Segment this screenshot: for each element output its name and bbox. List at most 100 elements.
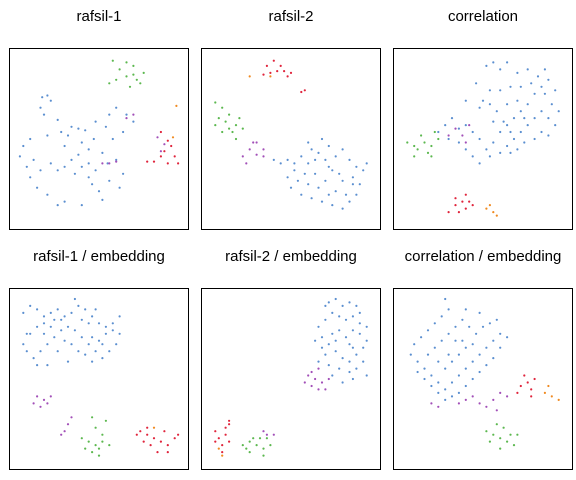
scatter-point-blue	[94, 308, 97, 311]
scatter-point-blue	[320, 200, 324, 203]
scatter-point-blue	[344, 318, 348, 321]
scatter-point-blue	[499, 130, 502, 134]
scatter-point-blue	[334, 155, 337, 158]
scatter-point-blue	[56, 204, 59, 207]
scatter-point-blue	[63, 200, 66, 203]
scatter-point-red	[526, 381, 529, 384]
scatter-point-red	[269, 71, 272, 74]
scatter-point-blue	[338, 367, 341, 370]
scatter-point-blue	[478, 370, 481, 374]
scatter-point-green	[214, 124, 217, 127]
scatter-point-blue	[341, 381, 344, 384]
scatter-point-red	[289, 71, 293, 74]
scatter-point-purple	[252, 141, 255, 144]
scatter-plot	[9, 288, 189, 470]
scatter-point-blue	[122, 130, 125, 134]
scatter-point-purple	[42, 398, 46, 401]
scatter-point-red	[454, 204, 457, 207]
scatter-point-purple	[314, 377, 317, 381]
scatter-point-blue	[293, 162, 296, 165]
scatter-point-green	[118, 68, 121, 71]
scatter-point-blue	[365, 374, 368, 377]
scatter-point-purple	[471, 395, 474, 398]
scatter-point-blue	[56, 118, 59, 121]
scatter-point-blue	[468, 325, 471, 328]
scatter-point-blue	[87, 148, 90, 151]
scatter-point-blue	[303, 172, 306, 175]
scatter-point-blue	[111, 322, 114, 325]
plot-frame	[9, 288, 189, 470]
scatter-point-blue	[46, 364, 49, 367]
scatter-plot	[201, 48, 381, 230]
scatter-point-green	[245, 447, 248, 450]
scatter-point-blue	[362, 346, 365, 349]
scatter-point-blue	[307, 162, 310, 165]
scatter-point-blue	[286, 176, 289, 179]
scatter-point-blue	[97, 339, 101, 342]
scatter-point-blue	[111, 137, 114, 141]
scatter-point-blue	[543, 68, 546, 71]
scatter-plot	[393, 288, 573, 470]
scatter-point-red	[217, 437, 220, 440]
scatter-point-blue	[310, 148, 313, 151]
scatter-point-purple	[457, 402, 460, 405]
scatter-point-green	[87, 440, 90, 443]
scatter-point-purple	[310, 384, 313, 388]
scatter-point-blue	[409, 353, 412, 356]
scatter-point-purple	[255, 153, 258, 156]
scatter-point-blue	[46, 134, 49, 137]
scatter-point-blue	[317, 151, 320, 154]
scatter-point-blue	[457, 391, 460, 394]
scatter-point-blue	[118, 315, 121, 318]
scatter-point-green	[248, 440, 251, 443]
scatter-point-purple	[39, 405, 42, 408]
scatter-point-blue	[444, 367, 447, 370]
scatter-point-blue	[557, 110, 560, 113]
scatter-point-blue	[471, 377, 474, 381]
scatter-point-blue	[444, 297, 447, 301]
scatter-point-green	[437, 137, 440, 141]
scatter-point-blue	[478, 137, 481, 141]
scatter-point-blue	[430, 374, 433, 377]
scatter-point-blue	[547, 134, 550, 137]
scatter-point-blue	[307, 183, 310, 186]
scatter-point-blue	[80, 318, 83, 321]
scatter-point-blue	[327, 144, 330, 148]
scatter-point-blue	[307, 141, 310, 144]
scatter-point-blue	[320, 336, 324, 339]
scatter-point-blue	[420, 336, 423, 339]
scatter-point-blue	[42, 315, 46, 318]
scatter-point-blue	[488, 322, 491, 325]
scatter-point-green	[132, 64, 135, 67]
scatter-point-blue	[115, 343, 118, 346]
scatter-point-red	[142, 440, 145, 443]
scatter-point-red	[523, 374, 526, 377]
scatter-point-green	[252, 437, 255, 440]
plot-frame	[393, 48, 573, 230]
scatter-point-blue	[499, 346, 502, 349]
scatter-point-blue	[334, 190, 337, 193]
scatter-point-purple	[430, 402, 433, 405]
scatter-point-green	[125, 61, 128, 64]
scatter-point-green	[115, 78, 118, 81]
scatter-point-purple	[63, 430, 66, 433]
scatter-point-blue	[84, 308, 87, 311]
scatter-point-blue	[475, 332, 478, 335]
scatter-point-red	[146, 426, 149, 429]
scatter-point-blue	[471, 360, 474, 363]
scatter-point-green	[495, 423, 498, 426]
scatter-point-blue	[440, 339, 443, 342]
scatter-point-red	[221, 444, 224, 447]
scatter-point-blue	[485, 148, 488, 151]
scatter-point-blue	[25, 165, 28, 168]
scatter-point-red	[468, 200, 471, 203]
scatter-point-blue	[540, 85, 543, 88]
scatter-point-blue	[344, 336, 348, 339]
scatter-point-red	[276, 70, 279, 73]
scatter-point-blue	[46, 94, 49, 97]
scatter-point-red	[530, 395, 533, 398]
scatter-point-purple	[36, 395, 39, 398]
scatter-point-blue	[365, 339, 368, 342]
scatter-point-red	[228, 419, 231, 422]
scatter-point-blue	[91, 315, 94, 318]
